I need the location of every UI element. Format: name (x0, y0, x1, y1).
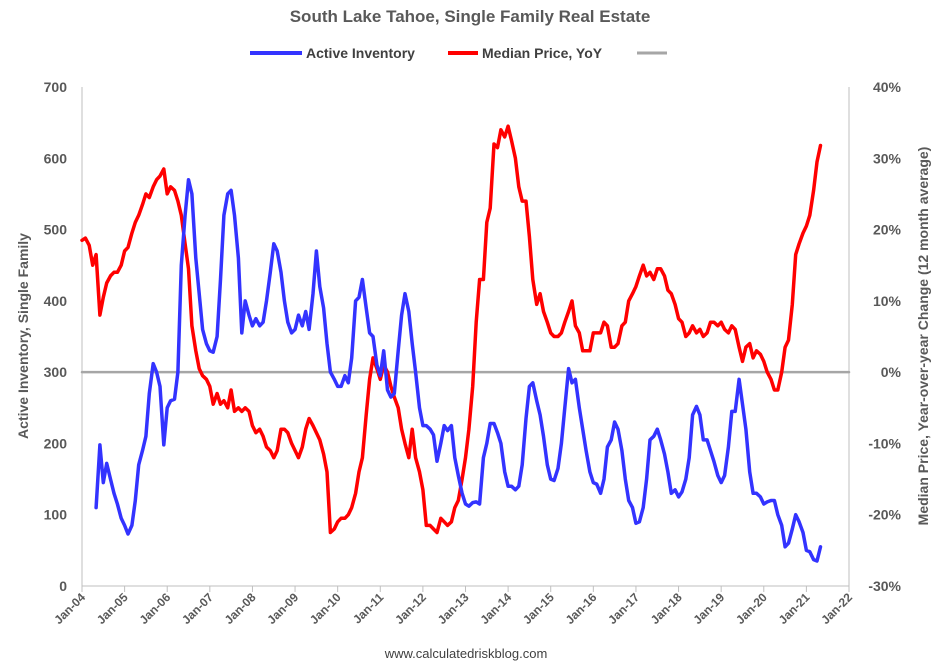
right-tick-label: 40% (873, 79, 902, 95)
x-tick-label: Jan-08 (222, 590, 259, 627)
source-credit: www.calculatedriskblog.com (384, 646, 548, 661)
legend-label-median-price: Median Price, YoY (482, 45, 603, 61)
right-tick-label: -30% (868, 578, 901, 594)
left-tick-label: 600 (44, 150, 68, 166)
x-tick-label: Jan-15 (520, 590, 557, 627)
x-tick-label: Jan-10 (307, 590, 344, 627)
x-tick-label: Jan-21 (776, 590, 813, 627)
x-tick-label: Jan-14 (477, 590, 514, 627)
right-tick-label: 0% (881, 364, 902, 380)
x-tick-label: Jan-22 (818, 590, 855, 627)
right-tick-label: -20% (868, 507, 901, 523)
x-tick-label: Jan-06 (137, 590, 174, 627)
x-tick-label: Jan-19 (690, 590, 727, 627)
right-tick-label: 10% (873, 293, 902, 309)
right-axis-title: Median Price, Year-over-year Change (12 … (915, 147, 931, 526)
right-axis-ticks: -30% -20% -10% 0% 10% 20% 30% 40% (868, 79, 901, 594)
left-tick-label: 700 (44, 79, 68, 95)
right-tick-label: -10% (868, 435, 901, 451)
x-tick-label: Jan-16 (563, 590, 600, 627)
right-tick-label: 30% (873, 150, 902, 166)
chart-title: South Lake Tahoe, Single Family Real Est… (290, 7, 651, 26)
left-tick-label: 500 (44, 222, 68, 238)
legend: Active Inventory Median Price, YoY (250, 45, 667, 61)
x-tick-label: Jan-11 (350, 590, 387, 627)
right-tick-label: 20% (873, 222, 902, 238)
x-tick-label: Jan-05 (94, 590, 131, 627)
active-inventory-line (94, 177, 823, 563)
left-tick-label: 300 (44, 364, 68, 380)
x-tick-label: Jan-07 (179, 590, 216, 627)
left-axis-title: Active Inventory, Single Family (15, 233, 31, 439)
median-price-yoy-line (80, 124, 823, 535)
x-axis-ticks: Jan-04 Jan-05 Jan-06 Jan-07 Jan-08 Jan-09 Jan-… (51, 586, 855, 627)
left-tick-label: 200 (44, 435, 68, 451)
x-tick-label: Jan-20 (733, 590, 770, 627)
left-tick-label: 100 (44, 507, 68, 523)
legend-label-active-inventory: Active Inventory (306, 45, 415, 61)
x-tick-label: Jan-13 (435, 590, 472, 627)
x-tick-label: Jan-04 (51, 590, 88, 627)
left-tick-label: 0 (59, 578, 67, 594)
x-tick-label: Jan-18 (648, 590, 685, 627)
x-tick-label: Jan-17 (605, 590, 642, 627)
x-tick-label: Jan-09 (264, 590, 301, 627)
series-layer (80, 124, 851, 563)
x-tick-label: Jan-12 (392, 590, 429, 627)
left-axis-ticks: 0 100 200 300 400 500 600 700 (44, 79, 68, 594)
left-tick-label: 400 (44, 293, 68, 309)
